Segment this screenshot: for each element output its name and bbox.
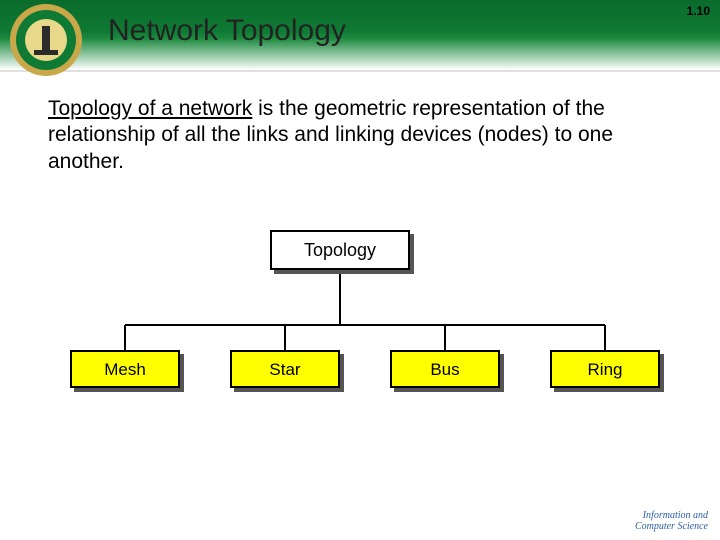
- tree-leaf-mesh: Mesh: [70, 350, 180, 388]
- slide-number: 1.10: [687, 4, 710, 18]
- tree-root: Topology: [270, 230, 410, 270]
- tree-leaf-bus: Bus: [390, 350, 500, 388]
- footer-line2: Computer Science: [635, 522, 708, 533]
- definition-lead: Topology of a network: [48, 97, 252, 120]
- university-logo: [10, 4, 82, 76]
- tree-leaf-star: Star: [230, 350, 340, 388]
- slide-title: Network Topology: [108, 14, 346, 48]
- department-logo: Information and Computer Science: [635, 511, 708, 532]
- footer-line1: Information and: [635, 511, 708, 522]
- topology-tree-diagram: Topology Mesh Star Bus Ring: [0, 230, 720, 450]
- definition-text: Topology of a network is the geometric r…: [48, 96, 658, 175]
- slide-header: Network Topology 1.10: [0, 0, 720, 72]
- tree-leaf-ring: Ring: [550, 350, 660, 388]
